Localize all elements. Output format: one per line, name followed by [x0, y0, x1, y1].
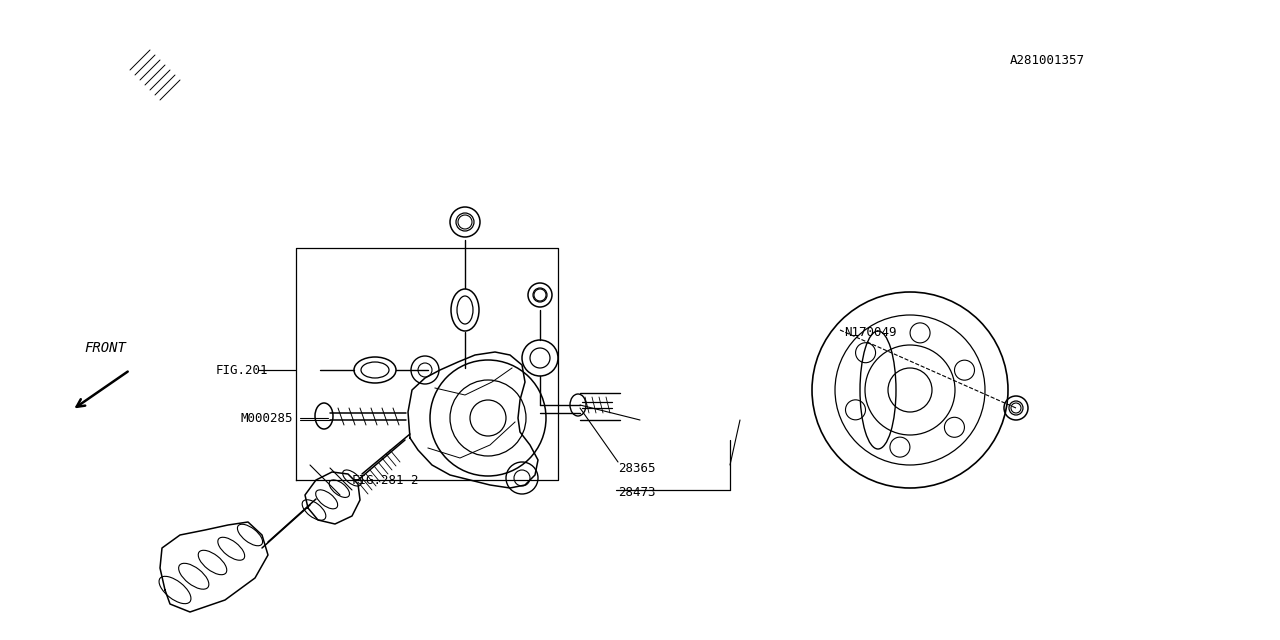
- Text: A281001357: A281001357: [1010, 54, 1085, 67]
- Text: N170049: N170049: [844, 326, 896, 339]
- Text: 28473: 28473: [618, 486, 655, 499]
- Text: FIG.281-2: FIG.281-2: [352, 474, 420, 486]
- Text: FIG.201: FIG.201: [216, 364, 269, 376]
- Text: FRONT: FRONT: [84, 341, 125, 355]
- Text: 28365: 28365: [618, 461, 655, 474]
- Text: M000285: M000285: [241, 412, 293, 424]
